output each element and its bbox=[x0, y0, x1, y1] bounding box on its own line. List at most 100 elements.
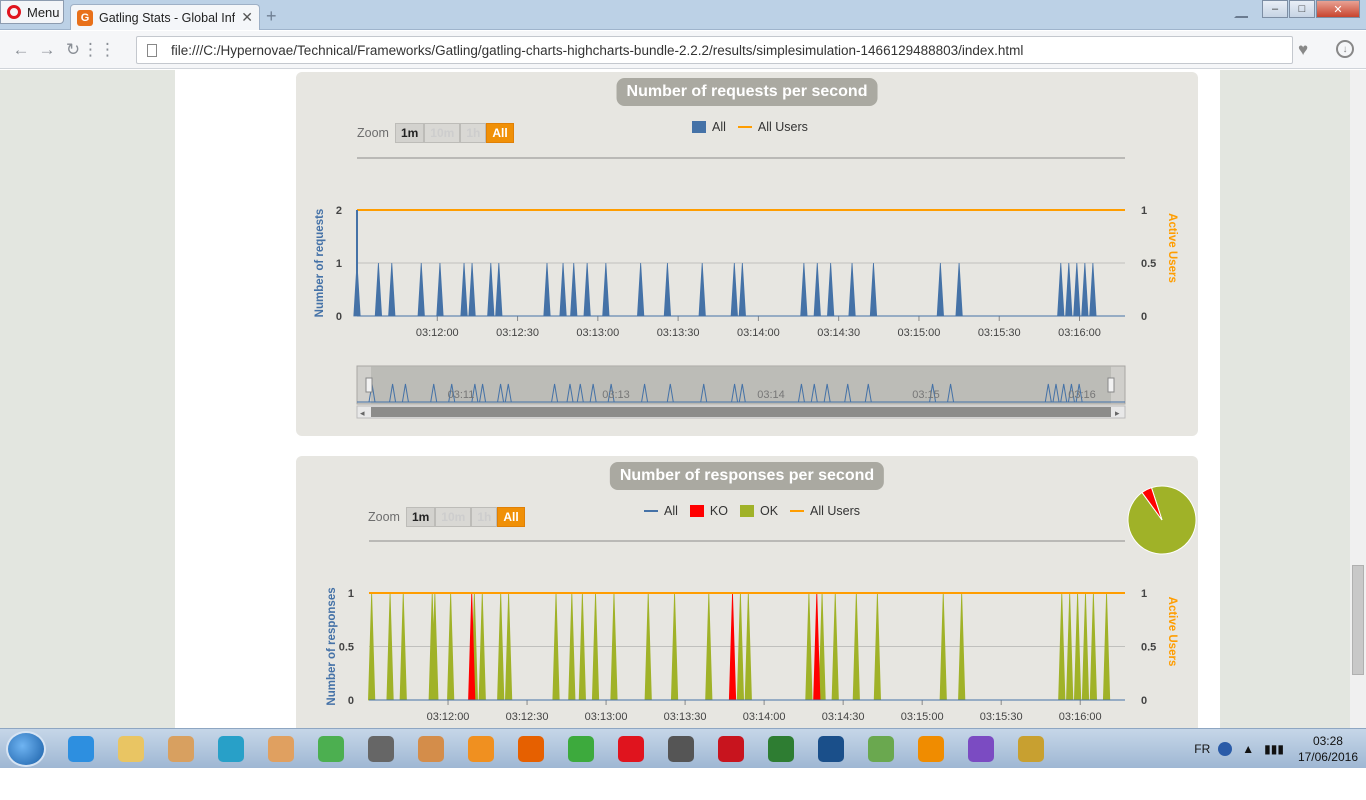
navigator-spike bbox=[641, 383, 649, 403]
new-tab-icon[interactable]: + bbox=[266, 6, 277, 26]
series-spike-all bbox=[495, 262, 503, 317]
browser-tab[interactable]: G Gatling Stats - Global Infor ✕ bbox=[70, 4, 260, 30]
taskbar-app[interactable] bbox=[308, 731, 354, 767]
forward-icon[interactable]: → bbox=[38, 39, 56, 59]
zoom-10m-button[interactable]: 10m bbox=[435, 507, 472, 527]
legend-item[interactable]: OK bbox=[739, 504, 778, 518]
taskbar-app[interactable] bbox=[908, 731, 954, 767]
navigator-handle-right bbox=[1107, 377, 1115, 393]
taskbar-app[interactable] bbox=[358, 731, 404, 767]
taskbar-app[interactable] bbox=[1008, 731, 1054, 767]
tab-close-icon[interactable]: ✕ bbox=[241, 9, 253, 25]
requests-panel-title: Number of requests per second bbox=[616, 78, 878, 106]
maximize-button[interactable]: □ bbox=[1289, 0, 1315, 18]
series-spike-all bbox=[936, 262, 944, 317]
clock-date: 17/06/2016 bbox=[1297, 750, 1358, 764]
series-spike-all bbox=[559, 262, 567, 317]
requests-zoom: Zoom 1m 10m 1h All bbox=[357, 123, 514, 143]
legend-label: All Users bbox=[810, 504, 861, 518]
ie-icon bbox=[68, 735, 94, 762]
x-tick-label: 03:16:00 bbox=[1058, 327, 1101, 339]
legend-item[interactable]: KO bbox=[689, 504, 728, 518]
tray-arrow-icon[interactable]: ▲ bbox=[1242, 742, 1255, 756]
taskbar-app[interactable] bbox=[808, 731, 854, 767]
zoom-1h-button[interactable]: 1h bbox=[471, 507, 498, 527]
menu-label: Menu bbox=[27, 4, 60, 20]
zoom-1m-button[interactable]: 1m bbox=[405, 507, 436, 527]
zoom-10m-button[interactable]: 10m bbox=[424, 123, 461, 143]
x-tick-label: 03:14:30 bbox=[822, 711, 865, 723]
taskbar-app[interactable] bbox=[608, 731, 654, 767]
scrollbar-thumb[interactable] bbox=[1352, 565, 1364, 675]
navigator-spike bbox=[738, 383, 746, 403]
zoom-all-button[interactable]: All bbox=[497, 507, 525, 527]
taskbar-app[interactable] bbox=[558, 731, 604, 767]
plane-app-icon bbox=[868, 735, 894, 762]
heart-icon[interactable]: ♥ bbox=[1298, 40, 1309, 59]
series-spike-all bbox=[813, 262, 821, 317]
zoom-all-button[interactable]: All bbox=[486, 123, 514, 143]
opera-menu-button[interactable]: Menu bbox=[0, 0, 64, 24]
download-icon[interactable]: ↓ bbox=[1336, 40, 1354, 58]
language-indicator[interactable]: FR bbox=[1194, 742, 1211, 756]
taskbar-app[interactable] bbox=[958, 731, 1004, 767]
navigator-spike bbox=[479, 383, 487, 403]
legend-item[interactable]: All Users bbox=[737, 120, 808, 134]
legend-item[interactable]: All bbox=[692, 120, 726, 134]
x-tick-label: 03:15:30 bbox=[978, 327, 1021, 339]
navigator-spike bbox=[929, 383, 937, 403]
legend-item[interactable]: All Users bbox=[790, 504, 860, 518]
navigator-spike bbox=[1060, 383, 1068, 403]
speed-dial-icon[interactable]: ⋮⋮ bbox=[82, 39, 116, 59]
back-icon[interactable]: ← bbox=[12, 39, 30, 59]
series-spike-all bbox=[1065, 262, 1073, 317]
taskbar-app[interactable] bbox=[408, 731, 454, 767]
taskbar-app[interactable] bbox=[58, 731, 104, 767]
taskbar-app[interactable] bbox=[458, 731, 504, 767]
taskbar-app[interactable] bbox=[658, 731, 704, 767]
taskbar-app[interactable] bbox=[258, 731, 304, 767]
navigator-spike bbox=[844, 383, 852, 403]
series-spike-all bbox=[1057, 262, 1065, 317]
legend-label: KO bbox=[709, 504, 728, 518]
responses-panel: Number of responses per second Zoom 1m 1… bbox=[296, 456, 1198, 728]
stash-icon[interactable] bbox=[1234, 8, 1248, 18]
taskbar-app[interactable] bbox=[508, 731, 554, 767]
taskbar-app[interactable] bbox=[108, 731, 154, 767]
explorer-icon bbox=[118, 735, 144, 762]
clock[interactable]: 03:28 17/06/2016 bbox=[1298, 733, 1358, 765]
x-tick-label: 03:12:00 bbox=[427, 711, 470, 723]
y2-tick-label: 1 bbox=[1141, 205, 1147, 217]
reload-icon[interactable]: ↻ bbox=[65, 39, 81, 59]
legend-item[interactable]: All bbox=[644, 504, 678, 518]
y-axis-title: Number of responses bbox=[326, 587, 338, 705]
navigator-spike bbox=[823, 383, 831, 403]
page-scrollbar[interactable] bbox=[1350, 70, 1366, 728]
taskbar-app[interactable] bbox=[708, 731, 754, 767]
system-tray: FR ▲ ▮▮▮ 03:28 17/06/2016 bbox=[1194, 729, 1358, 769]
x-tick-label: 03:13:30 bbox=[657, 327, 700, 339]
start-button[interactable] bbox=[6, 730, 46, 767]
window-close-button[interactable]: ✕ bbox=[1316, 0, 1360, 18]
x-tick-label: 03:13:00 bbox=[585, 711, 628, 723]
taskbar-app[interactable] bbox=[158, 731, 204, 767]
series-spike-all bbox=[848, 262, 856, 317]
series-spike-all bbox=[738, 262, 746, 317]
taskbar-app[interactable] bbox=[758, 731, 804, 767]
requests-chart: 0 1 2 0 0.5 1 Number of requests Active Users 03… bbox=[314, 157, 1178, 419]
help-icon[interactable] bbox=[1218, 742, 1233, 756]
y2-axis-title: Active Users bbox=[1166, 213, 1178, 283]
zoom-1m-button[interactable]: 1m bbox=[394, 123, 425, 143]
navigator-spike bbox=[1044, 383, 1052, 403]
navigator-spike bbox=[497, 383, 505, 403]
taskbar-app[interactable] bbox=[858, 731, 904, 767]
legend-label: All Users bbox=[757, 120, 808, 134]
legend-swatch bbox=[689, 505, 704, 517]
network-icon[interactable]: ▮▮▮ bbox=[1264, 742, 1284, 756]
minimize-button[interactable]: – bbox=[1262, 0, 1288, 18]
taskbar-app[interactable] bbox=[208, 731, 254, 767]
address-bar[interactable]: file:///C:/Hypernovae/Technical/Framewor… bbox=[136, 36, 1293, 64]
bird-app-icon bbox=[1018, 735, 1044, 762]
zoom-1h-button[interactable]: 1h bbox=[460, 123, 487, 143]
scanner-icon bbox=[368, 735, 394, 762]
